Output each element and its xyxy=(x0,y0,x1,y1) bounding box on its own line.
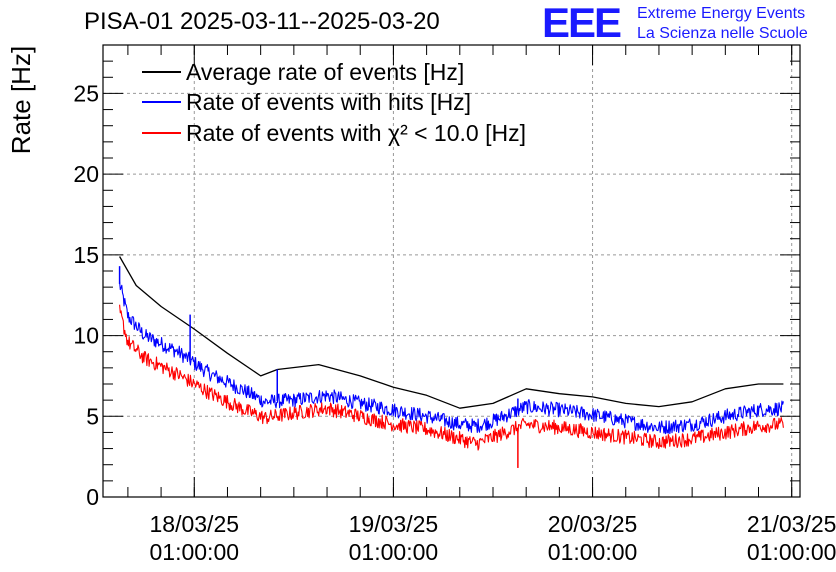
legend-label-2: Rate of events with hits [Hz] xyxy=(186,89,471,115)
series-line-3 xyxy=(119,304,784,451)
x-tick-date-label: 19/03/25 xyxy=(349,511,439,537)
legend-label-1: Average rate of events [Hz] xyxy=(186,59,464,85)
x-tick-time-label: 01:00:00 xyxy=(548,539,638,565)
y-axis-label: Rate [Hz] xyxy=(6,46,36,154)
y-tick-label: 10 xyxy=(73,323,99,349)
y-tick-label: 20 xyxy=(73,161,99,187)
logo-caption-line1: Extreme Energy Events xyxy=(637,5,806,22)
series-layer xyxy=(118,256,784,468)
series-line-2 xyxy=(119,281,784,435)
x-tick-date-label: 21/03/25 xyxy=(747,511,836,537)
series-line-1 xyxy=(119,256,784,409)
y-tick-label: 0 xyxy=(86,484,99,510)
eee-logo-mark: EEE xyxy=(542,0,622,46)
page-title: PISA-01 2025-03-11--2025-03-20 xyxy=(84,8,440,35)
x-tick-time-label: 01:00:00 xyxy=(349,539,439,565)
y-tick-labels: 0 5 10 15 20 25 xyxy=(73,80,99,510)
grid-lines xyxy=(103,45,800,497)
y-tick-label: 5 xyxy=(86,403,99,429)
legend-label-3: Rate of events with χ² < 10.0 [Hz] xyxy=(186,120,526,146)
y-tick-label: 15 xyxy=(73,242,99,268)
x-tick-date-label: 20/03/25 xyxy=(548,511,638,537)
axis-ticks xyxy=(103,45,800,498)
logo-caption-line2: La Scienza nelle Scuole xyxy=(637,25,808,42)
legend: Average rate of events [Hz] Rate of event… xyxy=(142,59,526,146)
x-tick-time-label: 01:00:00 xyxy=(150,539,240,565)
x-tick-labels: 18/03/2501:00:0019/03/2501:00:0020/03/25… xyxy=(150,511,836,565)
x-tick-time-label: 01:00:00 xyxy=(747,539,836,565)
y-tick-label: 25 xyxy=(73,80,99,106)
x-tick-date-label: 18/03/25 xyxy=(150,511,240,537)
